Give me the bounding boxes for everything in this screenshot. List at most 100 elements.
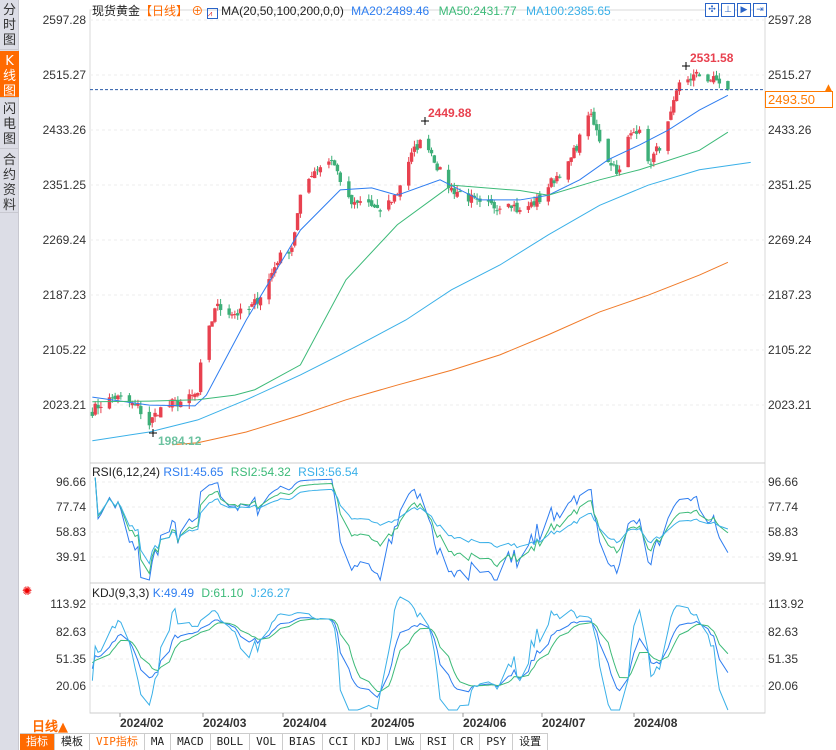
indicator-tab[interactable]: MACD — [171, 734, 211, 750]
indicator-tab[interactable]: KDJ — [355, 734, 389, 750]
candle — [330, 160, 334, 162]
candle — [389, 201, 394, 203]
candle — [253, 299, 257, 305]
candle — [637, 129, 642, 133]
candle — [267, 279, 271, 300]
candle — [612, 164, 616, 166]
period-selector[interactable]: 日线▲ — [32, 720, 68, 735]
price-axis-label: 2023.21 — [768, 398, 812, 412]
candle — [606, 138, 610, 162]
annotation-low: 1984.12 — [158, 434, 202, 448]
rsi-axis-label: 58.83 — [55, 525, 86, 539]
price-axis-label: 2269.24 — [768, 233, 812, 247]
candle — [592, 111, 596, 125]
exit-icon[interactable]: ⇥ — [753, 3, 767, 17]
candle — [213, 308, 217, 322]
indicator-tab[interactable]: BIAS — [283, 734, 323, 750]
rsi-axis-label: 39.91 — [55, 550, 86, 564]
candle — [110, 397, 114, 399]
kdj-j-value: J:26.27 — [250, 586, 291, 600]
month-label: 2024/06 — [463, 716, 507, 730]
candle — [455, 191, 459, 197]
candle — [287, 252, 291, 254]
indicator-tab[interactable]: CR — [454, 734, 481, 750]
candle — [518, 210, 522, 212]
rsi-header: RSI(6,12,24) RSI1:45.65 RSI2:54.32 RSI3:… — [92, 465, 358, 479]
candle — [159, 407, 163, 418]
price-axis-label: 2187.23 — [768, 288, 812, 302]
kdj-j-line — [91, 596, 729, 711]
kdj-axis-label: 51.35 — [768, 652, 799, 666]
indicator-chart-icon[interactable]: ⩘ — [206, 8, 218, 19]
indicator-tab[interactable]: BOLL — [211, 734, 251, 750]
play-icon[interactable]: ▶ — [737, 3, 751, 17]
candle — [133, 404, 137, 406]
price-axis-label: 2023.21 — [42, 398, 86, 412]
kdj-k-line — [91, 617, 729, 698]
indicator-tab[interactable]: PSY — [480, 734, 514, 750]
candle — [674, 90, 679, 102]
tab-contract-info[interactable]: 合约资料 — [0, 150, 19, 213]
settings-sun-icon[interactable]: ✺ — [22, 584, 33, 598]
ma100-value: MA100:2385.65 — [525, 4, 611, 18]
candle — [689, 78, 693, 81]
candle — [273, 267, 277, 274]
indicator-tab[interactable]: MA — [145, 734, 172, 750]
indicator-tab[interactable]: 指标 — [20, 734, 55, 750]
kdj-header: KDJ(9,3,3) K:49.49 D:61.10 J:26.27 — [92, 586, 290, 600]
candle — [258, 297, 263, 306]
candle — [552, 180, 556, 184]
candle — [669, 111, 673, 120]
range-icon[interactable]: ⊥ — [721, 3, 735, 17]
candle — [532, 201, 536, 206]
candle — [99, 406, 103, 408]
candle — [575, 145, 579, 151]
price-axis-label: 2515.27 — [768, 68, 812, 82]
candle — [247, 308, 251, 310]
candle — [458, 191, 462, 193]
candle — [227, 308, 231, 315]
indicator-tab[interactable]: 模板 — [55, 734, 90, 750]
candle — [170, 399, 174, 408]
rsi24-line — [94, 477, 729, 565]
candle — [694, 71, 699, 74]
price-axis-label: 2515.27 — [42, 68, 86, 82]
candle — [230, 314, 234, 316]
crosshair-icon[interactable]: ✣ — [705, 3, 719, 17]
candle — [654, 146, 659, 152]
indicator-tab[interactable]: CCI — [323, 734, 356, 750]
candle — [250, 304, 254, 307]
candle — [198, 362, 203, 393]
candle — [113, 395, 117, 399]
candle — [714, 75, 719, 81]
candle — [429, 149, 434, 154]
tab-flash-chart[interactable]: 闪电图 — [0, 99, 19, 149]
candle — [153, 412, 157, 417]
tab-kline[interactable]: K线图 — [0, 51, 19, 99]
candle — [367, 199, 371, 203]
indicator-tab[interactable]: 设置 — [513, 734, 549, 750]
price-axis-label: 2597.28 — [768, 13, 812, 27]
kdj-axis-label: 20.06 — [55, 679, 86, 693]
candle — [438, 167, 442, 170]
candle — [127, 395, 132, 403]
candle — [535, 196, 539, 207]
indicator-tab[interactable]: LW& — [388, 734, 422, 750]
candle — [116, 395, 120, 400]
kdj-d-value: D:61.10 — [201, 586, 244, 600]
tab-time-sharing[interactable]: 分时图 — [0, 0, 19, 50]
candle — [672, 100, 676, 113]
candle — [407, 161, 411, 186]
candle — [190, 395, 194, 397]
indicator-tab[interactable]: VIP指标 — [90, 734, 145, 750]
candle — [566, 161, 570, 180]
candle — [558, 176, 562, 178]
candle — [546, 187, 551, 202]
indicator-tab[interactable]: RSI — [421, 734, 454, 750]
rsi12-line — [94, 477, 729, 575]
candle — [452, 188, 456, 195]
candle — [310, 176, 314, 178]
indicator-tab[interactable]: VOL — [250, 734, 283, 750]
add-icon[interactable]: ⊕ — [191, 4, 204, 18]
